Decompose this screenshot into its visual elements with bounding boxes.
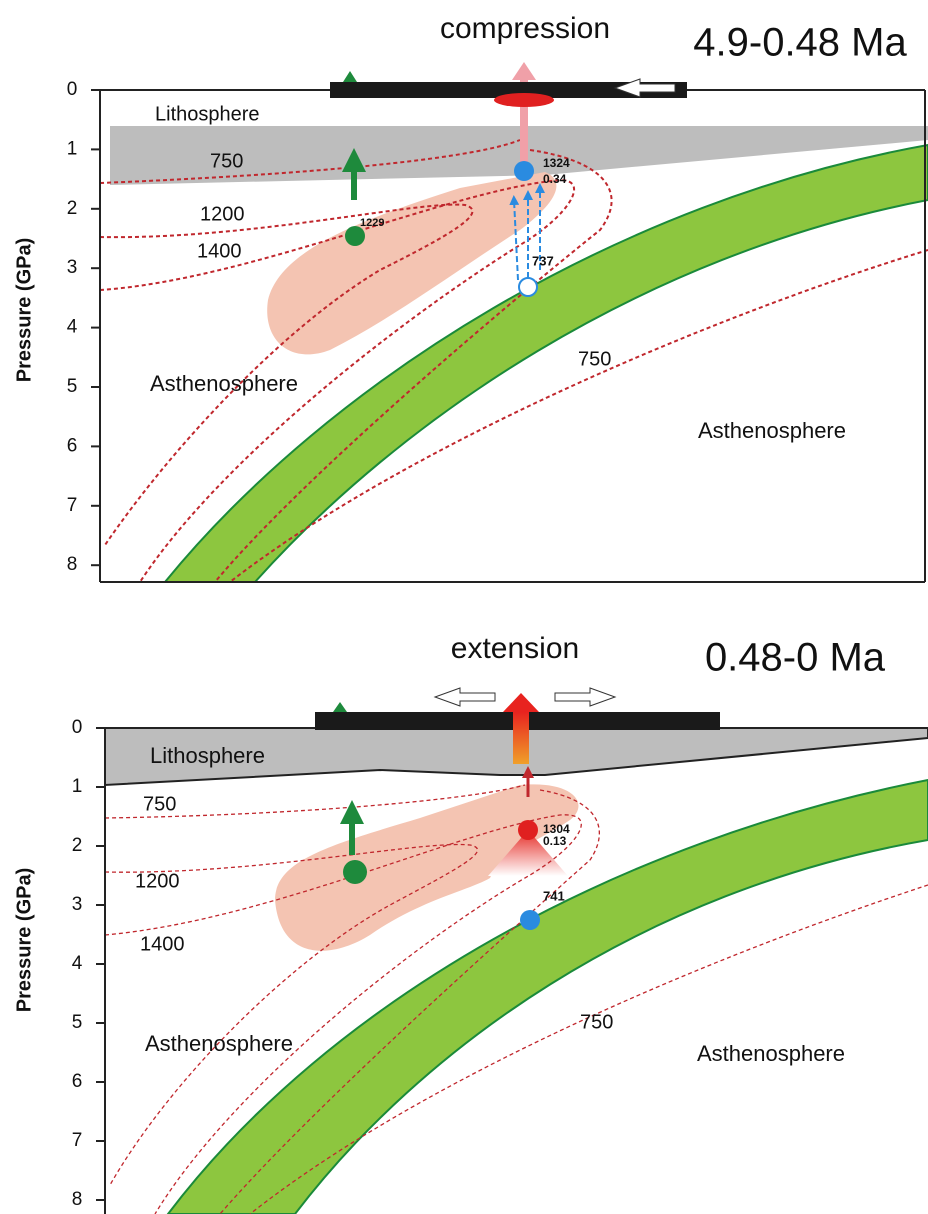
sample-annotation: 0.34	[543, 172, 567, 186]
y-axis-label: Pressure (GPa)	[13, 238, 35, 383]
region-label: Lithosphere	[150, 743, 265, 768]
region-label: 1400	[140, 933, 185, 955]
tick-label: 7	[67, 495, 78, 516]
sample-annotation: 737	[532, 253, 554, 268]
region-label: 1200	[135, 870, 180, 892]
magma-chamber	[494, 93, 554, 107]
region-label: Asthenosphere	[145, 1031, 293, 1056]
region-label: 750	[210, 150, 243, 172]
tick-label: 4	[67, 317, 78, 338]
region-label: Lithosphere	[155, 103, 260, 125]
extension-arrow	[435, 688, 495, 706]
region-label: 750	[143, 793, 176, 815]
tick-label: 1	[72, 776, 83, 797]
tick-label: 3	[67, 257, 78, 278]
tick-label: 2	[72, 835, 83, 856]
region-label: 750	[580, 1011, 613, 1033]
tick-label: 5	[72, 1012, 83, 1033]
tick-label: 3	[72, 894, 83, 915]
ascent-arrow	[513, 712, 529, 764]
panel-extension: extension 0.48-0 Ma Pressure (GPa) 0 1 2 3 4 5 6 7…	[13, 632, 928, 1214]
tick-label: 8	[67, 554, 78, 575]
sample-dot	[518, 820, 538, 840]
tick-label: 6	[72, 1071, 83, 1092]
sample-annotation: 0.13	[543, 834, 567, 848]
region-label: 1200	[200, 203, 245, 225]
region-label: 750	[578, 348, 611, 370]
volcano	[333, 702, 347, 712]
period-title: 4.9-0.48 Ma	[693, 21, 907, 65]
tick-label: 1	[67, 138, 78, 159]
ascent-arrow-head	[503, 693, 539, 712]
extension-arrow	[555, 688, 615, 706]
tick-label: 6	[67, 435, 78, 456]
sample-annotation: 1324	[543, 156, 570, 170]
panel-compression: compression 4.9-0.48 Ma Pressure (GPa) 0 1 2 3…	[13, 12, 928, 582]
tick-label: 4	[72, 953, 83, 974]
page: {"panels": [ {"process": "compression", …	[0, 0, 928, 1214]
tick-label: 7	[72, 1130, 83, 1151]
region-label: Asthenosphere	[698, 418, 846, 443]
tick-label: 0	[67, 79, 78, 100]
volcano	[343, 71, 357, 82]
tick-label: 0	[72, 717, 83, 738]
tick-label: 2	[67, 198, 78, 219]
sample-source	[519, 278, 537, 296]
process-title: extension	[451, 632, 579, 665]
tick-label: 5	[67, 376, 78, 397]
ascent-arrow-head	[512, 62, 536, 80]
region-label: Asthenosphere	[150, 371, 298, 396]
sample-dot	[520, 910, 540, 930]
sample-dot	[514, 161, 534, 181]
sample-dot	[343, 860, 367, 884]
sample-annotation: 741	[543, 888, 565, 903]
diagram: compression 4.9-0.48 Ma Pressure (GPa) 0 1 2 3…	[0, 0, 928, 1214]
region-label: 1400	[197, 240, 242, 262]
sample-annotation: 1229	[360, 217, 384, 229]
process-title: compression	[440, 12, 610, 45]
region-label: Asthenosphere	[697, 1041, 845, 1066]
y-axis-label: Pressure (GPa)	[13, 868, 35, 1013]
sample-dot	[345, 226, 365, 246]
slab	[165, 145, 928, 582]
tick-label: 8	[72, 1189, 83, 1210]
period-title: 0.48-0 Ma	[705, 636, 886, 680]
